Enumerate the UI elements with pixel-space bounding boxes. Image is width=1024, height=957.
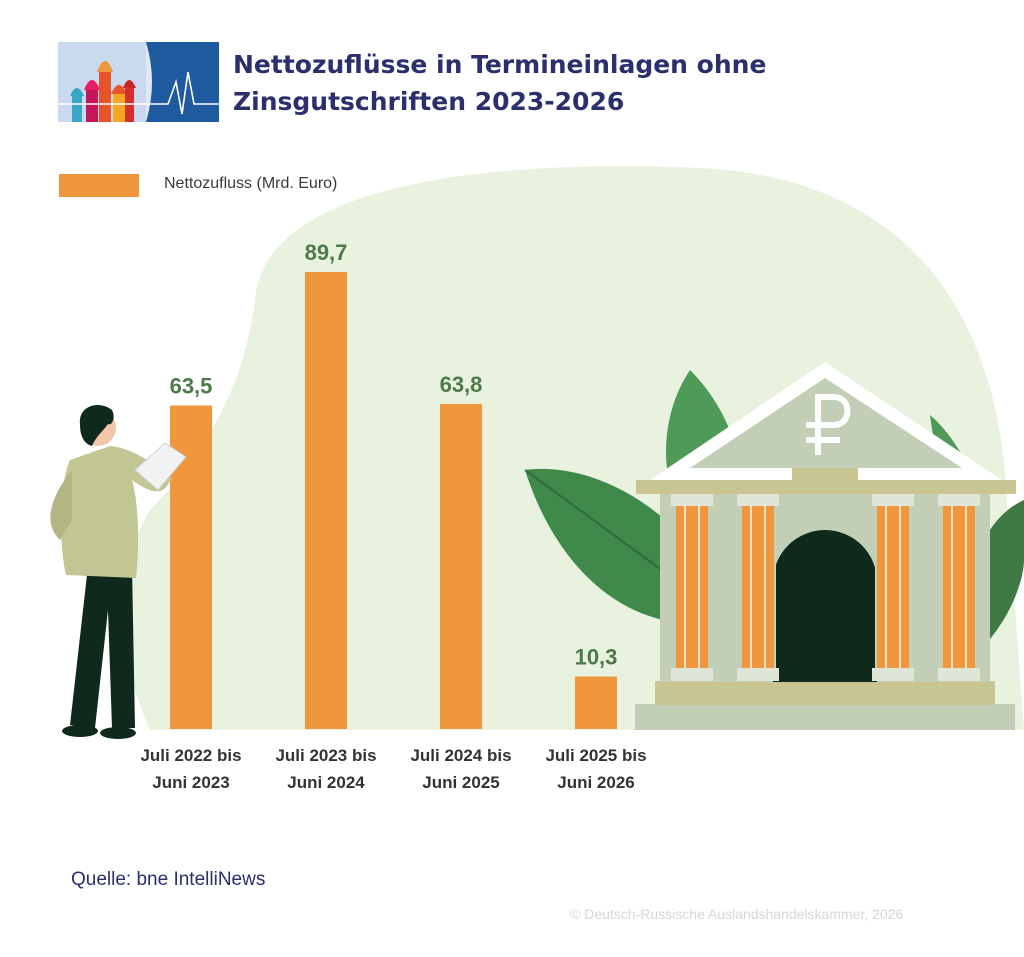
category-label-4-line-1: Juli 2025 bis <box>545 746 646 765</box>
value-label-3: 63,8 <box>440 372 483 397</box>
chart-title: Nettozuflüsse in Termineinlagen ohne Zin… <box>233 50 767 116</box>
person-illustration <box>50 404 187 739</box>
bar-3 <box>440 403 482 729</box>
legend-swatch <box>59 174 139 197</box>
category-label-3-line-2: Juni 2025 <box>422 773 500 792</box>
bar-4 <box>575 676 617 729</box>
category-label-3-line-1: Juli 2024 bis <box>410 746 511 765</box>
category-label-1-line-2: Juni 2023 <box>152 773 230 792</box>
source-note: Quelle: bne IntelliNews <box>71 869 266 890</box>
value-label-4: 10,3 <box>575 645 618 670</box>
legend-label: Nettozufluss (Mrd. Euro) <box>164 175 338 192</box>
bank-illustration <box>635 362 1016 730</box>
bar-2 <box>305 272 347 729</box>
bars-group: 63,5 Juli 2022 bis Juni 2023 89,7 Juli 2023 … <box>140 240 646 792</box>
category-label-2-line-1: Juli 2023 bis <box>275 746 376 765</box>
category-label-4-line-2: Juni 2026 <box>557 773 635 792</box>
ruble-icon <box>806 394 851 455</box>
value-label-1: 63,5 <box>170 373 213 398</box>
category-label-1-line-1: Juli 2022 bis <box>140 746 241 765</box>
chamber-logo <box>58 42 219 122</box>
columns <box>674 504 977 670</box>
value-label-2: 89,7 <box>305 240 348 265</box>
category-label-2-line-2: Juni 2024 <box>287 773 365 792</box>
copyright-note: © Deutsch-Russische Auslandshandelskamme… <box>570 906 904 922</box>
